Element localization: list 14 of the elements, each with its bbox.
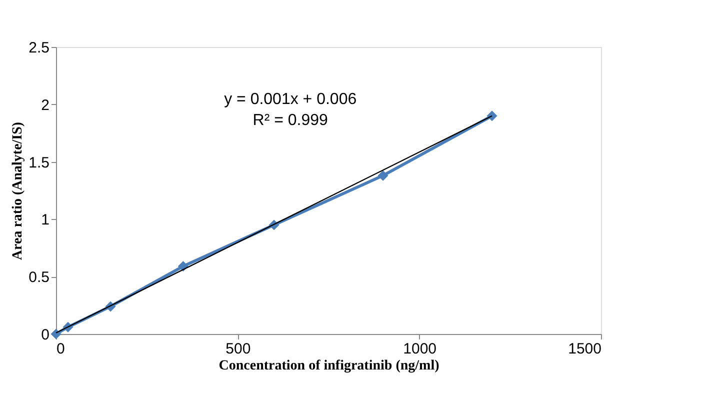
y-tick-label: 2.5 xyxy=(28,40,50,56)
y-tick-label: 1.5 xyxy=(28,154,50,172)
x-tick-label: 500 xyxy=(226,340,251,358)
y-tick-label: 1 xyxy=(41,212,50,229)
x-tick-label: 1500 xyxy=(568,340,602,358)
y-tick-label: 2 xyxy=(41,96,50,114)
annotation: y = 0.001x + 0.006 xyxy=(224,91,357,108)
annotation: R² = 0.999 xyxy=(252,112,328,129)
x-tick-label: 1000 xyxy=(403,340,437,358)
x-axis-title: Concentration of infigratinib (ng/ml) xyxy=(218,358,440,374)
y-axis-title: Area ratio (Analyte/IS) xyxy=(10,122,26,260)
x-tick-label: 0 xyxy=(56,340,65,358)
y-tick-label: 0.5 xyxy=(28,269,50,286)
y-tick-label: 0 xyxy=(41,326,50,344)
